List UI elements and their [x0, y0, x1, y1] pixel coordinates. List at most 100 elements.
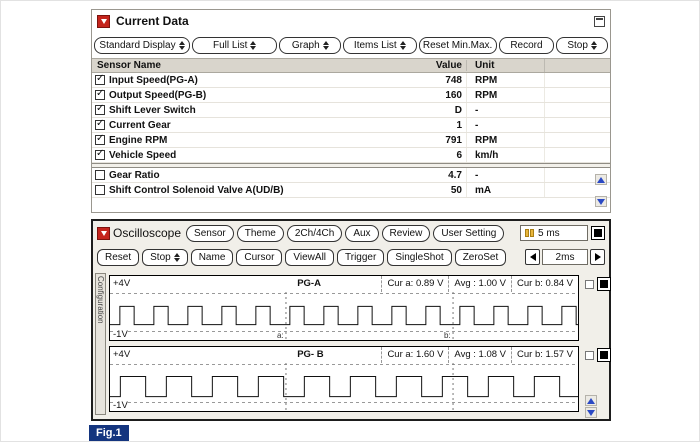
sensor-unit: - — [466, 118, 544, 132]
sensor-value: 4.7 — [448, 169, 462, 181]
waveform-plot-2: +4V PG- B Cur a: 1.60 V Avg : 1.08 V Cur… — [109, 346, 579, 412]
cursor-b-value: Cur b: 1.57 V — [511, 347, 578, 363]
display-mode-button[interactable]: Standard Display — [94, 36, 190, 54]
sensor-button[interactable]: Sensor — [186, 224, 234, 242]
list-mode-button[interactable]: Full List — [192, 36, 278, 54]
channel-stop-button[interactable] — [597, 348, 611, 362]
sensor-value: 50 — [450, 184, 462, 196]
sensor-name: Input Speed(PG-A) — [109, 74, 198, 86]
name-button[interactable]: Name — [190, 248, 234, 266]
sensor-value: 748 — [445, 74, 462, 86]
table-row: Input Speed(PG-A) 748 RPM — [92, 73, 610, 88]
zeroset-button[interactable]: ZeroSet — [454, 248, 507, 266]
table-row: Output Speed(PG-B) 160 RPM — [92, 88, 610, 103]
scroll-down-button[interactable] — [595, 196, 607, 207]
spinner-icon — [173, 252, 180, 262]
header-value: Value — [435, 60, 462, 71]
sensor-unit: km/h — [466, 148, 544, 162]
record-button[interactable]: Record — [498, 36, 555, 54]
graph-button[interactable]: Graph — [279, 36, 342, 54]
channel-mode-button[interactable]: 2Ch/4Ch — [286, 224, 343, 242]
reset-button[interactable]: Reset — [97, 248, 140, 266]
channel-checkbox[interactable] — [585, 350, 594, 360]
sensor-unit: RPM — [466, 88, 544, 102]
panel-icon — [97, 226, 110, 240]
timebase-left-button[interactable] — [525, 249, 540, 265]
sample-rate-icon — [525, 229, 534, 237]
stop-button[interactable]: Stop — [556, 36, 608, 54]
sensor-table: Input Speed(PG-A)748RPMOutput Speed(PG-B… — [92, 73, 610, 163]
bottom-voltage-label: -1V — [113, 329, 128, 340]
cursor-a-value: Cur a: 1.60 V — [381, 347, 448, 363]
channel-stop-button[interactable] — [597, 277, 611, 291]
channel-pgb: +4V PG- B Cur a: 1.60 V Avg : 1.08 V Cur… — [109, 346, 611, 412]
sensor-table-scrolled: Gear Ratio 4.7- Shift Control Solenoid Val… — [92, 168, 610, 198]
stop-record-button[interactable] — [591, 226, 605, 240]
cursor-a-value: Cur a: 0.89 V — [381, 276, 448, 292]
sidebar-configuration[interactable]: Configuration — [95, 273, 106, 415]
sensor-unit: - — [466, 103, 544, 117]
table-header: Sensor Name Value Unit — [92, 58, 610, 73]
checkbox-checked-icon[interactable] — [95, 148, 105, 160]
header-sensor-name: Sensor Name — [97, 60, 161, 71]
sensor-name: Vehicle Speed — [109, 149, 177, 161]
panel-title: Oscilloscope — [113, 226, 182, 240]
stop-select-button[interactable]: Stop — [142, 248, 188, 266]
checkbox-checked-icon[interactable] — [95, 73, 105, 85]
sensor-value: 160 — [445, 89, 462, 101]
checkbox-checked-icon[interactable] — [95, 103, 105, 115]
oscilloscope-titlebar: Oscilloscope Sensor Theme 2Ch/4Ch Aux Re… — [93, 221, 609, 245]
scroll-up-button[interactable] — [595, 174, 607, 185]
spinner-icon — [250, 40, 257, 50]
sensor-value: 6 — [456, 149, 462, 161]
items-list-button[interactable]: Items List — [343, 36, 417, 54]
panel-icon — [97, 14, 110, 28]
checkbox-checked-icon[interactable] — [95, 88, 105, 100]
theme-button[interactable]: Theme — [236, 224, 284, 242]
sensor-value: D — [454, 104, 462, 116]
timebase-right-button[interactable] — [590, 249, 605, 265]
user-setting-button[interactable]: User Setting — [433, 224, 505, 242]
review-button[interactable]: Review — [381, 224, 431, 242]
table-row: Current Gear 1- — [92, 118, 610, 133]
singleshot-button[interactable]: SingleShot — [387, 248, 452, 266]
trigger-button[interactable]: Trigger — [337, 248, 385, 266]
average-value: Avg : 1.00 V — [448, 276, 511, 292]
cursor-b-value: Cur b: 0.84 V — [511, 276, 578, 292]
checkbox-checked-icon[interactable] — [95, 118, 105, 130]
table-section-divider — [92, 163, 610, 168]
sample-rate-display: 5 ms — [520, 225, 588, 241]
reset-minmax-button[interactable]: Reset Min.Max. — [418, 36, 497, 54]
oscilloscope-body: Configuration +4V PG-A Cur a: 0.89 V Avg… — [95, 271, 611, 419]
svg-text:b:: b: — [444, 331, 451, 340]
scroll-up-button[interactable] — [585, 395, 597, 406]
sensor-name: Current Gear — [109, 119, 171, 131]
viewall-button[interactable]: ViewAll — [285, 248, 335, 266]
channel-checkbox[interactable] — [585, 279, 594, 289]
window-restore-button[interactable] — [594, 15, 605, 27]
timebase-display: 2ms — [542, 249, 588, 265]
panel-title: Current Data — [116, 14, 189, 28]
oscilloscope-toolbar: Reset Stop Name Cursor ViewAll Trigger S… — [93, 245, 609, 269]
sensor-unit: RPM — [466, 73, 544, 87]
aux-button[interactable]: Aux — [345, 224, 379, 242]
table-row: Engine RPM 791 RPM — [92, 133, 610, 148]
svg-text:a:: a: — [277, 331, 284, 340]
cursor-button[interactable]: Cursor — [236, 248, 283, 266]
waveform-pgb — [110, 363, 578, 411]
header-unit: Unit — [466, 60, 544, 71]
sensor-value: 1 — [456, 119, 462, 131]
sensor-value: 791 — [445, 134, 462, 146]
channel-name-label: PG- B — [297, 349, 324, 360]
sensor-name: Shift Control Solenoid Valve A(UD/B) — [109, 184, 284, 196]
checkbox-checked-icon[interactable] — [95, 133, 105, 145]
checkbox-unchecked-icon[interactable] — [95, 185, 105, 195]
checkbox-unchecked-icon[interactable] — [95, 170, 105, 180]
top-voltage-label: +4V — [113, 278, 131, 289]
top-voltage-label: +4V — [113, 349, 131, 360]
sensor-name: Engine RPM — [109, 134, 168, 146]
current-data-titlebar: Current Data — [92, 10, 610, 32]
spinner-icon — [590, 40, 597, 50]
scroll-down-button[interactable] — [585, 407, 597, 418]
